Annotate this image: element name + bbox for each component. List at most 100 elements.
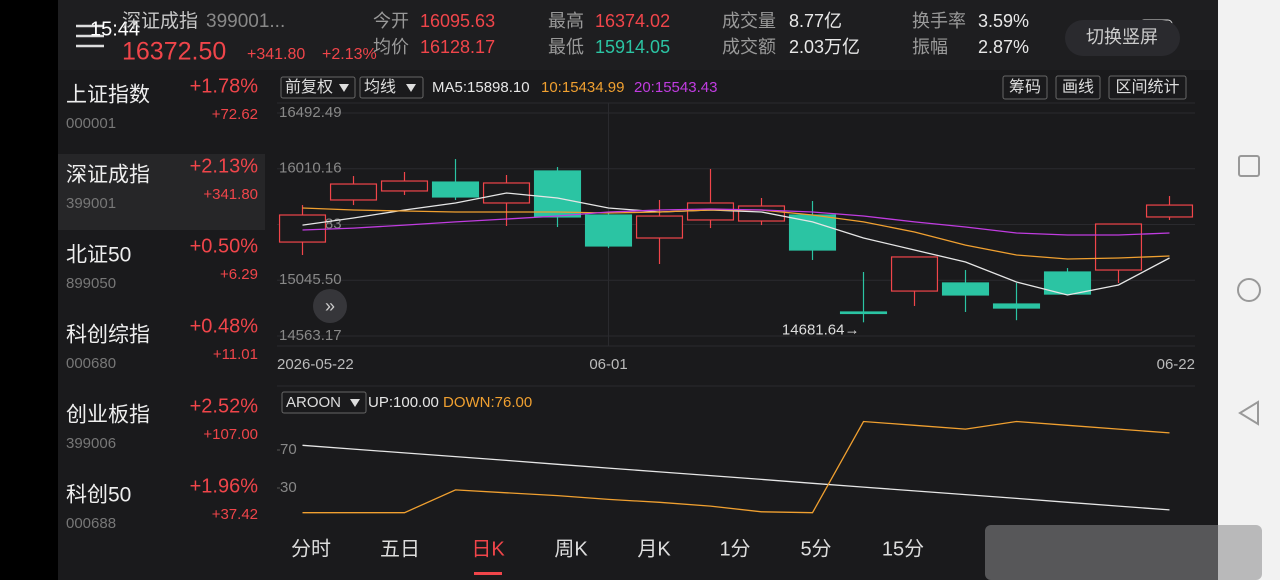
menu-icon[interactable] xyxy=(76,24,104,48)
collapse-icon: » xyxy=(325,296,335,316)
stat-label: 今开 xyxy=(373,11,409,31)
sidebar-code: 000680 xyxy=(66,355,116,372)
period-tab[interactable]: 分时 xyxy=(291,537,331,560)
y-tick-label: 70 xyxy=(280,441,297,458)
stat-label: 成交额 xyxy=(722,37,776,57)
aroon-line xyxy=(302,420,1170,514)
stat-label: 最高 xyxy=(548,11,584,31)
sidebar-name: 北证50 xyxy=(66,244,131,267)
orientation-button-label: 切换竖屏 xyxy=(1086,27,1158,47)
sidebar-code: 899050 xyxy=(66,275,116,292)
ma-line xyxy=(302,192,1170,296)
sidebar-item[interactable] xyxy=(58,394,265,470)
period-tab[interactable]: 15分 xyxy=(882,537,924,560)
active-tab-indicator xyxy=(474,572,502,575)
nav-recent[interactable] xyxy=(1238,155,1260,177)
candle-body xyxy=(431,181,480,198)
candle-body xyxy=(686,202,735,221)
y-tick-label: 14563.17 xyxy=(279,327,342,344)
sidebar-change-pct: +1.96% xyxy=(190,475,259,497)
stat-label: 最低 xyxy=(548,37,584,57)
candle-body xyxy=(737,205,786,222)
x-tick-label: 06-22 xyxy=(1157,356,1195,373)
index-code: 399001... xyxy=(206,11,285,32)
orientation-button[interactable] xyxy=(1065,20,1180,56)
indicator-name: AROON xyxy=(286,394,341,411)
candle-body xyxy=(533,170,582,218)
sidebar-item[interactable] xyxy=(58,154,265,230)
period-tab[interactable]: 日K xyxy=(471,538,505,560)
tool-button[interactable] xyxy=(1055,75,1101,100)
sidebar-name: 科创50 xyxy=(66,484,131,507)
adjust-label: 前复权 xyxy=(285,78,333,96)
legend-entry: UP:100.00 xyxy=(368,394,439,411)
sidebar-change: +341.80 xyxy=(203,186,258,203)
stat-value: 2.03万亿 xyxy=(789,37,860,57)
index-change: +341.80 xyxy=(247,46,305,63)
status-time: 15:44 xyxy=(90,18,140,40)
dropdown-arrow xyxy=(339,84,349,92)
legend-entry: DOWN:76.00 xyxy=(443,394,532,411)
x-tick-label: 2026-05-22 xyxy=(277,356,354,373)
sidebar-name: 科创综指 xyxy=(66,324,150,347)
sidebar-change: +11.01 xyxy=(213,346,258,363)
tool-label: 区间统计 xyxy=(1115,78,1179,96)
left-edge xyxy=(0,0,58,580)
y-tick-label: 16010.16 xyxy=(279,160,342,177)
collapse-button[interactable] xyxy=(313,289,347,323)
dropdown-arrow xyxy=(406,84,416,92)
sidebar-item[interactable] xyxy=(58,74,265,150)
blurred-popup xyxy=(985,525,1262,580)
sidebar-item[interactable] xyxy=(58,234,265,310)
candle-body xyxy=(635,215,684,239)
nav-home[interactable] xyxy=(1237,278,1261,302)
header-bg xyxy=(58,0,1218,70)
y-tick-label: 16492.49 xyxy=(279,104,342,121)
indicator-dropdown[interactable] xyxy=(281,391,367,414)
sidebar-code: 000688 xyxy=(66,515,116,532)
sidebar-item[interactable] xyxy=(58,314,265,390)
candle-body xyxy=(941,282,990,296)
sidebar-change-pct: +2.52% xyxy=(190,395,259,417)
period-tab[interactable]: 五日 xyxy=(380,538,420,560)
ma-dropdown[interactable] xyxy=(359,76,424,99)
period-tab[interactable]: 1分 xyxy=(719,537,750,560)
candle-body xyxy=(1043,271,1092,295)
stat-value: 16095.63 xyxy=(420,11,495,31)
sidebar-name: 上证指数 xyxy=(66,84,150,107)
tool-button[interactable] xyxy=(1002,75,1048,100)
candle-body xyxy=(890,256,939,292)
stat-label: 换手率 xyxy=(912,11,966,31)
legend-entry: 20:15543.43 xyxy=(634,79,717,96)
adjust-dropdown[interactable] xyxy=(280,76,356,99)
period-tab[interactable]: 周K xyxy=(554,538,588,560)
sidebar-change-pct: +0.48% xyxy=(190,315,259,337)
legend-entry: 10:15434.99 xyxy=(541,79,624,96)
x-tick-label: 06-01 xyxy=(589,356,627,373)
candle-body xyxy=(788,214,837,251)
period-tab[interactable]: 5分 xyxy=(800,537,831,560)
ma-label: 均线 xyxy=(364,78,396,96)
candle-body xyxy=(380,180,429,192)
sidebar-change: +107.00 xyxy=(203,426,258,443)
sidebar-code: 399006 xyxy=(66,435,116,452)
index-price: 16372.50 xyxy=(122,38,226,66)
period-tab[interactable]: 月K xyxy=(637,538,671,560)
sidebar-item[interactable] xyxy=(58,474,265,550)
low-annotation: 14681.64→ xyxy=(782,321,860,338)
tool-label: 筹码 xyxy=(1009,78,1041,96)
tool-label: 画线 xyxy=(1062,78,1094,96)
stat-value: 8.77亿 xyxy=(789,11,842,31)
y-tick-label: 15045.50 xyxy=(279,271,342,288)
nav-back[interactable] xyxy=(1238,400,1259,426)
candle-body xyxy=(1145,204,1194,218)
index-name: 深证成指 xyxy=(122,10,198,32)
index-change-pct: +2.13% xyxy=(322,46,377,63)
sidebar-change: +37.42 xyxy=(212,506,258,523)
tool-button[interactable] xyxy=(1108,75,1187,100)
dropdown-arrow xyxy=(350,399,360,407)
stat-value: 3.59% xyxy=(978,11,1029,31)
candle-body xyxy=(329,183,378,201)
candle-body xyxy=(839,311,888,315)
